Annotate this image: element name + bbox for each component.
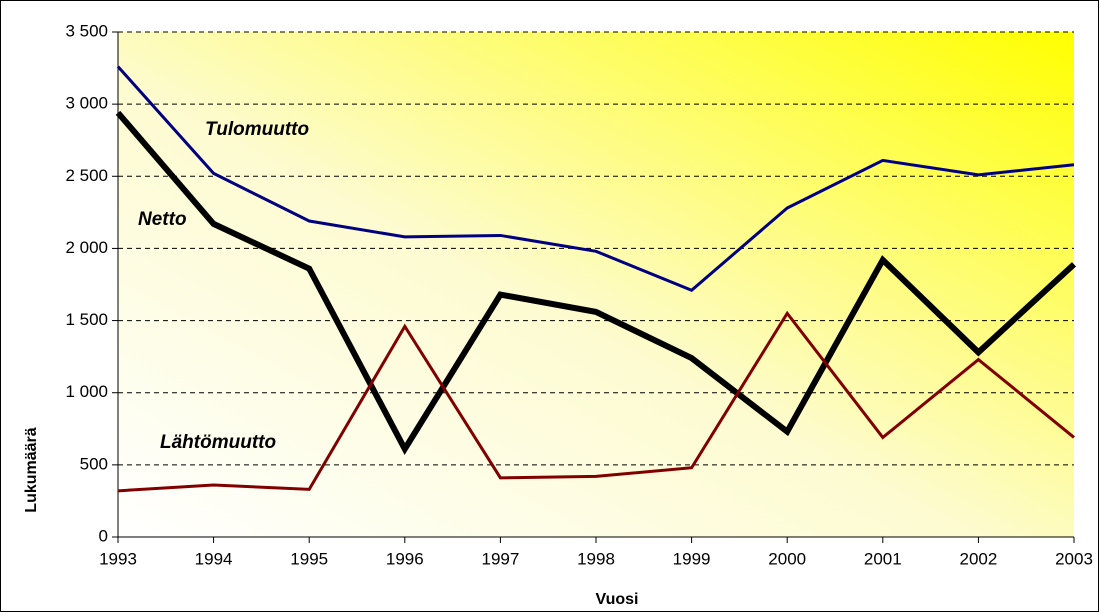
series-label: Lähtömuutto xyxy=(160,432,276,453)
y-tick-label: 1 000 xyxy=(65,382,108,401)
x-tick-label: 1995 xyxy=(290,549,328,568)
y-tick-label: 500 xyxy=(80,454,108,473)
series-line xyxy=(117,310,1075,493)
series-line xyxy=(116,65,1075,293)
y-tick-label: 3 500 xyxy=(65,21,108,40)
x-tick-label: 2003 xyxy=(1055,549,1093,568)
x-tick-label: 1998 xyxy=(577,549,615,568)
x-tick-label: 1996 xyxy=(386,549,424,568)
series-label: Netto xyxy=(138,209,187,230)
series-line xyxy=(115,110,1077,456)
plot-area xyxy=(118,32,1074,537)
x-tick-label: 1997 xyxy=(481,549,519,568)
x-tick-label: 1999 xyxy=(673,549,711,568)
y-tick-label: 2 000 xyxy=(65,238,108,257)
y-tick-label: 3 000 xyxy=(65,94,108,113)
x-tick-label: 2002 xyxy=(959,549,997,568)
x-tick-label: 2000 xyxy=(768,549,806,568)
y-tick-label: 1 500 xyxy=(65,310,108,329)
y-axis-label: Lukumäärä xyxy=(23,427,40,512)
y-tick-label: 2 500 xyxy=(65,166,108,185)
x-axis-label: Vuosi xyxy=(596,591,639,608)
x-tick-label: 1994 xyxy=(195,549,233,568)
x-tick-label: 1993 xyxy=(99,549,137,568)
y-tick-label: 0 xyxy=(99,526,108,545)
series-label: Tulomuutto xyxy=(205,119,309,140)
x-tick-label: 2001 xyxy=(864,549,902,568)
